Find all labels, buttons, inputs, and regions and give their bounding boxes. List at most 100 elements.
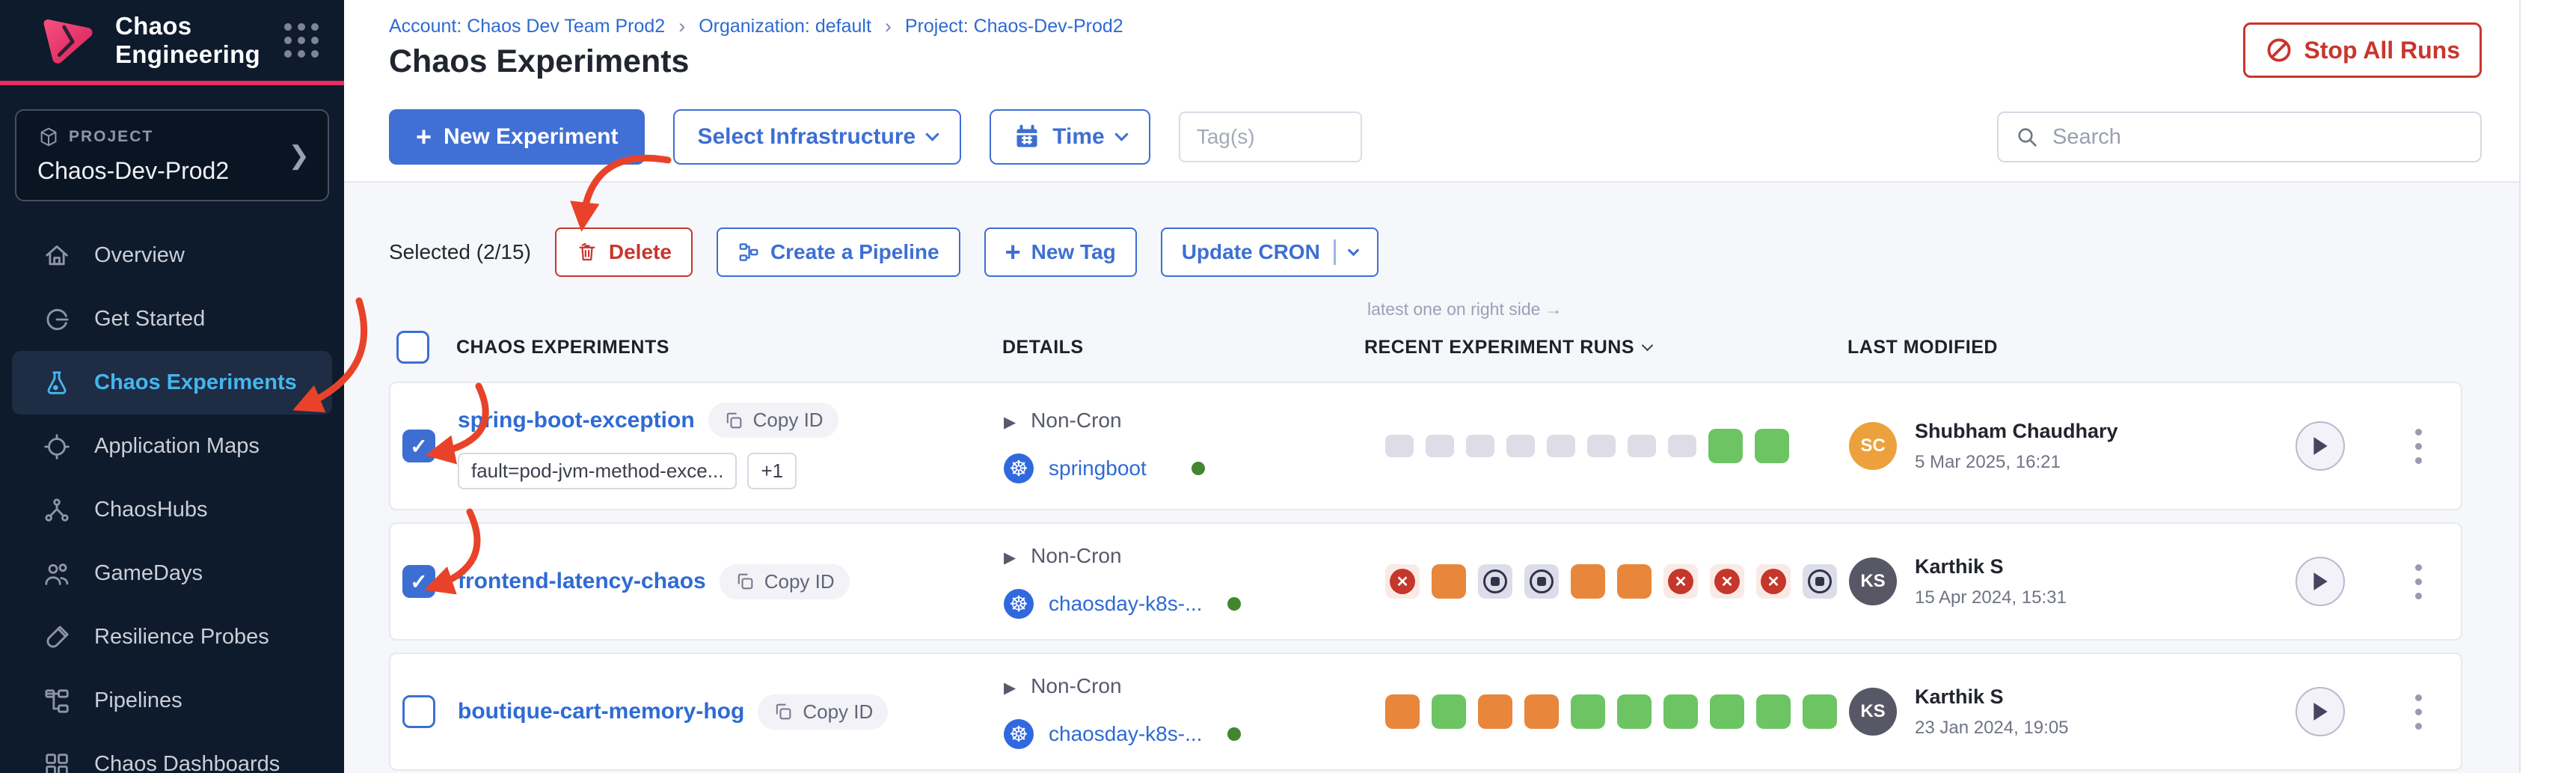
run-status-empty[interactable]: [1668, 435, 1696, 457]
copy-id-button[interactable]: Copy ID: [708, 403, 838, 438]
tag-chip[interactable]: fault=pod-jvm-method-exce...: [458, 453, 737, 489]
sidebar-item-get-started[interactable]: Get Started: [12, 287, 332, 351]
row-checkbox[interactable]: [402, 565, 435, 598]
modified-date: 15 Apr 2024, 15:31: [1915, 587, 2067, 608]
details-cell: Non-Cron ☸chaosday-k8s-...: [1004, 674, 1385, 749]
experiment-name-link[interactable]: frontend-latency-chaos: [458, 569, 706, 594]
app-title: Chaos Engineering: [115, 12, 265, 69]
project-selector[interactable]: PROJECT Chaos-Dev-Prod2 ❯: [15, 109, 329, 201]
plus-icon: [1005, 236, 1021, 268]
experiment-name-cell: spring-boot-exception Copy ID fault=pod-…: [458, 403, 1004, 489]
run-status-empty[interactable]: [1547, 435, 1575, 457]
update-cron-dropdown[interactable]: Update CRON: [1161, 227, 1379, 277]
experiment-name-cell: boutique-cart-memory-hog Copy ID: [458, 694, 1004, 730]
chevron-down-icon: [1114, 127, 1128, 141]
run-status-failed[interactable]: ✕: [1710, 564, 1744, 599]
infra-status-dot: [1192, 462, 1205, 475]
infrastructure-link[interactable]: springboot: [1049, 456, 1147, 480]
run-experiment-button[interactable]: [2296, 687, 2345, 736]
run-status-empty[interactable]: [1426, 435, 1454, 457]
run-status-running[interactable]: [1617, 564, 1652, 599]
run-status-empty[interactable]: [1628, 435, 1656, 457]
experiment-name-link[interactable]: spring-boot-exception: [458, 408, 695, 433]
search-input[interactable]: [2052, 125, 2464, 150]
run-status-failed[interactable]: ✕: [1385, 564, 1420, 599]
run-status-completed[interactable]: [1571, 694, 1605, 729]
home-icon: [42, 241, 72, 271]
stop-all-runs-button[interactable]: Stop All Runs: [2243, 22, 2482, 78]
breadcrumb-project-link[interactable]: Project: Chaos-Dev-Prod2: [905, 16, 1123, 37]
experiments-list: spring-boot-exception Copy ID fault=pod-…: [389, 382, 2462, 771]
time-filter-label: Time: [1052, 124, 1104, 150]
run-experiment-button[interactable]: [2296, 557, 2345, 606]
run-experiment-button[interactable]: [2296, 421, 2345, 471]
run-status-completed[interactable]: [1708, 429, 1743, 463]
run-status-stopped[interactable]: [1524, 564, 1559, 599]
run-status-running[interactable]: [1385, 694, 1420, 729]
sidebar-item-application-maps[interactable]: Application Maps: [12, 415, 332, 478]
play-icon: [2311, 436, 2329, 456]
copy-id-button[interactable]: Copy ID: [720, 564, 850, 599]
run-status-completed[interactable]: [1755, 429, 1789, 463]
sidebar-item-chaos-dashboards[interactable]: Chaos Dashboards: [12, 733, 332, 773]
row-checkbox[interactable]: [402, 695, 435, 728]
new-experiment-button[interactable]: New Experiment: [389, 109, 645, 165]
run-status-stopped[interactable]: [1803, 564, 1837, 599]
sidebar-item-pipelines[interactable]: Pipelines: [12, 669, 332, 733]
calendar-icon: [1013, 123, 1040, 150]
search-icon: [2015, 125, 2039, 149]
run-status-completed[interactable]: [1617, 694, 1652, 729]
run-status-completed[interactable]: [1756, 694, 1791, 729]
run-status-completed[interactable]: [1663, 694, 1698, 729]
sidebar-item-gamedays[interactable]: GameDays: [12, 542, 332, 605]
row-menu-button[interactable]: [2373, 560, 2464, 603]
run-status-running[interactable]: [1478, 694, 1512, 729]
sidebar-item-overview[interactable]: Overview: [12, 224, 332, 287]
modified-date: 5 Mar 2025, 16:21: [1915, 452, 2118, 473]
row-checkbox[interactable]: [402, 430, 435, 462]
run-status-empty[interactable]: [1385, 435, 1414, 457]
select-all-checkbox[interactable]: [396, 331, 429, 364]
plus-icon: [416, 121, 432, 153]
avatar: KS: [1849, 688, 1897, 736]
run-status-running[interactable]: [1524, 694, 1559, 729]
run-status-failed[interactable]: ✕: [1756, 564, 1791, 599]
run-status-empty[interactable]: [1506, 435, 1535, 457]
run-status-completed[interactable]: [1432, 694, 1466, 729]
create-pipeline-button[interactable]: Create a Pipeline: [717, 227, 960, 277]
run-status-completed[interactable]: [1710, 694, 1744, 729]
run-status-empty[interactable]: [1466, 435, 1494, 457]
infrastructure-link[interactable]: chaosday-k8s-...: [1049, 592, 1202, 616]
project-name: Chaos-Dev-Prod2: [37, 157, 307, 185]
infra-status-dot: [1227, 597, 1241, 611]
app-grid-icon[interactable]: [284, 23, 319, 58]
copy-icon: [773, 701, 794, 722]
row-menu-button[interactable]: [2373, 691, 2464, 733]
sidebar-item-resilience-probes[interactable]: Resilience Probes: [12, 605, 332, 669]
breadcrumb-org-link[interactable]: Organization: default: [699, 16, 871, 37]
run-status-failed[interactable]: ✕: [1663, 564, 1698, 599]
column-header-runs[interactable]: RECENT EXPERIMENT RUNS: [1364, 337, 1847, 358]
project-label-row: PROJECT: [37, 126, 307, 148]
tags-filter-input[interactable]: [1179, 111, 1362, 162]
copy-id-button[interactable]: Copy ID: [758, 694, 888, 730]
select-infrastructure-dropdown[interactable]: Select Infrastructure: [673, 109, 961, 165]
delete-button[interactable]: Delete: [555, 227, 693, 277]
breadcrumb-account-link[interactable]: Account: Chaos Dev Team Prod2: [389, 16, 665, 37]
details-cell: Non-Cron ☸chaosday-k8s-...: [1004, 544, 1385, 619]
sidebar-item-chaoshubs[interactable]: ChaosHubs: [12, 478, 332, 542]
tag-more-chip[interactable]: +1: [747, 453, 797, 489]
experiment-name-link[interactable]: boutique-cart-memory-hog: [458, 699, 744, 724]
infrastructure-link[interactable]: chaosday-k8s-...: [1049, 722, 1202, 746]
run-status-empty[interactable]: [1587, 435, 1616, 457]
run-status-completed[interactable]: [1803, 694, 1837, 729]
run-status-running[interactable]: [1571, 564, 1605, 599]
last-modified-cell: SC Shubham Chaudhary 5 Mar 2025, 16:21: [1849, 420, 2268, 473]
run-status-stopped[interactable]: [1478, 564, 1512, 599]
row-menu-button[interactable]: [2373, 425, 2464, 468]
new-tag-button[interactable]: New Tag: [984, 227, 1137, 277]
run-status-running[interactable]: [1432, 564, 1466, 599]
time-filter-dropdown[interactable]: Time: [990, 109, 1150, 165]
sidebar-item-chaos-experiments[interactable]: Chaos Experiments: [12, 351, 332, 415]
sidebar: Chaos Engineering PROJECT Chaos-Dev-Prod…: [0, 0, 344, 773]
